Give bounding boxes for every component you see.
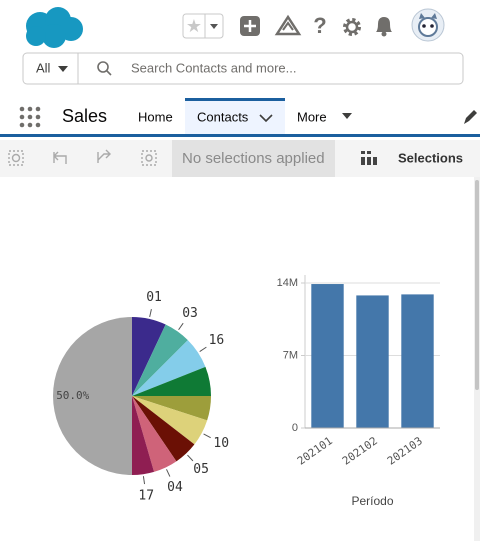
active-tab-indicator: [185, 98, 285, 101]
svg-text:★: ★: [186, 16, 202, 36]
pie-leader: [203, 433, 211, 439]
selections-icon[interactable]: [361, 151, 377, 165]
scrollbar-thumb[interactable]: [475, 180, 479, 390]
search-icon: [97, 61, 112, 76]
pie-slice: [132, 396, 211, 421]
global-add[interactable]: [240, 16, 260, 36]
selection-status-box: [172, 140, 335, 177]
pie-leader: [199, 346, 207, 352]
y-tick-label: 14M: [277, 277, 298, 289]
pie-leader: [187, 454, 194, 462]
help-icon[interactable]: ?: [313, 13, 326, 38]
avatar[interactable]: [411, 8, 445, 42]
pie-slice: [53, 317, 132, 475]
pie-slice: [132, 396, 155, 475]
pie-slice: [132, 324, 188, 396]
pie-slice: [132, 340, 206, 396]
bar: [356, 295, 389, 428]
pie-slice: [132, 396, 195, 462]
bar: [311, 284, 344, 428]
pie-leader: [166, 469, 171, 477]
pie-label: 03: [182, 306, 198, 321]
more-caret: [342, 113, 352, 119]
pie-slice: [132, 317, 166, 396]
edit-nav[interactable]: [464, 110, 477, 124]
scope-caret: [58, 66, 68, 72]
pie-leader: [149, 309, 152, 318]
pie-label: 17: [138, 488, 154, 503]
search-scope[interactable]: All: [36, 60, 51, 75]
favorites[interactable]: ★: [182, 13, 224, 39]
pie-label: 01: [146, 290, 162, 305]
tab-caret: [259, 114, 273, 123]
trailhead[interactable]: [274, 14, 302, 36]
pie-label: 16: [209, 333, 225, 348]
pie-leader: [142, 476, 146, 485]
bar: [401, 294, 434, 428]
search-box[interactable]: [22, 52, 464, 85]
setup-icon[interactable]: [343, 18, 361, 36]
x-tick-label: 202102: [340, 434, 380, 467]
active-tab[interactable]: [185, 98, 285, 135]
toolbar-icons[interactable]: [8, 149, 157, 166]
pie-label: 04: [167, 480, 183, 495]
selections-button[interactable]: Selections: [398, 150, 463, 165]
selection-status: No selections applied: [182, 150, 325, 167]
pie-slice: [132, 366, 211, 396]
pie-slice: [132, 396, 208, 445]
notifications-icon[interactable]: [376, 17, 392, 37]
x-tick-label: 202103: [385, 434, 425, 467]
search-placeholder[interactable]: Search Contacts and more...: [131, 60, 296, 75]
x-axis-label: Período: [351, 494, 393, 508]
y-tick-label: 7M: [283, 349, 298, 361]
pie-leader: [178, 322, 184, 331]
nav-border: [0, 134, 480, 137]
pie-label: 05: [193, 462, 209, 477]
nav-tab[interactable]: More: [297, 109, 327, 124]
nav-tab[interactable]: Contacts: [197, 109, 249, 124]
pie-value-label: 50.0%: [56, 389, 89, 402]
nav-tab[interactable]: Home: [138, 109, 173, 124]
pie-slice: [132, 396, 177, 472]
pie-label: 10: [213, 436, 229, 451]
x-tick-label: 202101: [295, 434, 335, 467]
app-name: Sales: [62, 106, 107, 126]
logo[interactable]: [26, 7, 83, 48]
app-launcher[interactable]: [19, 106, 41, 128]
y-tick-label: 0: [292, 422, 298, 434]
charts: 01 03 16 10 05 04 17 50.0% 0 7M 14M 202101 202102 202…: [53, 275, 440, 508]
